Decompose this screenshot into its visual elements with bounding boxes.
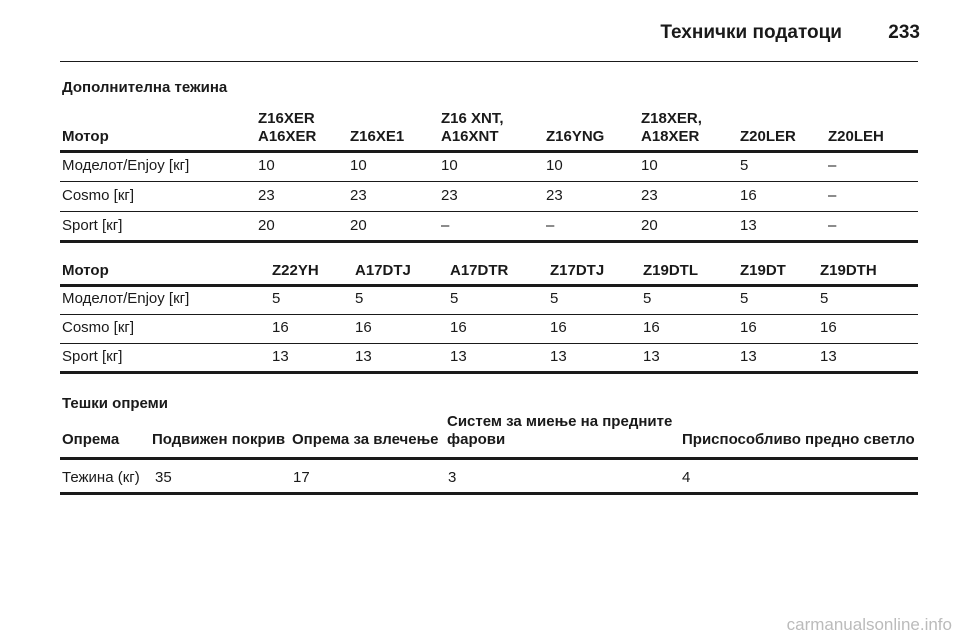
cell: 16: [550, 319, 567, 336]
column-header: Z16 XNT,: [441, 110, 504, 127]
cell: 5: [355, 290, 364, 307]
table-rule: [60, 492, 918, 495]
column-header: Систем за миење на предните: [447, 413, 673, 430]
cell: –: [546, 217, 555, 234]
column-header: Приспособливо предно светло: [682, 431, 915, 448]
cell: –: [828, 217, 837, 234]
row-label: Тежина (кг): [62, 469, 140, 486]
page-number: 233: [888, 22, 920, 43]
row-label: Моделот/Enjoy [кг]: [62, 290, 190, 307]
table-rule: [60, 457, 918, 460]
cell: 10: [546, 157, 563, 174]
cell: 13: [272, 348, 289, 365]
table-rule: [60, 284, 918, 287]
watermark: carmanualsonline.info: [786, 615, 952, 634]
cell: 13: [643, 348, 660, 365]
section-title: Тешки опреми: [62, 395, 169, 412]
cell: 16: [272, 319, 289, 336]
column-header: Опрема: [62, 431, 120, 448]
table-rule: [60, 371, 918, 374]
cell: 13: [740, 348, 757, 365]
cell: 3: [448, 469, 457, 486]
cell: 10: [641, 157, 658, 174]
cell: –: [441, 217, 450, 234]
cell: 5: [643, 290, 652, 307]
cell: 13: [355, 348, 372, 365]
cell: 16: [740, 319, 757, 336]
column-header: Z16YNG: [546, 128, 605, 145]
cell: –: [828, 187, 837, 204]
cell: 16: [820, 319, 837, 336]
cell: 13: [740, 217, 757, 234]
cell: 5: [450, 290, 459, 307]
cell: 16: [450, 319, 467, 336]
cell: 10: [441, 157, 458, 174]
header-rule: [60, 61, 918, 62]
row-label: Sport [кг]: [62, 217, 123, 234]
column-header: A16XNT: [441, 128, 499, 145]
cell: 17: [293, 469, 310, 486]
cell: 4: [682, 469, 691, 486]
column-header: Z19DTH: [820, 262, 877, 279]
column-header: A16XER: [258, 128, 317, 145]
cell: 23: [441, 187, 458, 204]
column-header: A18XER: [641, 128, 700, 145]
cell: 20: [641, 217, 658, 234]
cell: 5: [550, 290, 559, 307]
row-label: Cosmo [кг]: [62, 187, 135, 204]
row-label: Cosmo [кг]: [62, 319, 135, 336]
cell: 23: [350, 187, 367, 204]
cell: 5: [820, 290, 829, 307]
row-label: Sport [кг]: [62, 348, 123, 365]
cell: 20: [258, 217, 275, 234]
column-header: Мотор: [62, 128, 109, 145]
cell: –: [828, 157, 837, 174]
cell: 5: [740, 290, 749, 307]
table-rule: [60, 181, 918, 182]
table-rule: [60, 240, 918, 243]
column-header: Z16XE1: [350, 128, 405, 145]
column-header: Z17DTJ: [550, 262, 605, 279]
table-rule: [60, 150, 918, 153]
cell: 23: [258, 187, 275, 204]
cell: 13: [820, 348, 837, 365]
cell: 23: [641, 187, 658, 204]
column-header: фарови: [447, 431, 506, 448]
column-header: Z16XER: [258, 110, 315, 127]
cell: 23: [546, 187, 563, 204]
column-header: Z20LER: [740, 128, 796, 145]
table-rule: [60, 343, 918, 344]
cell: 35: [155, 469, 172, 486]
column-header: Z18XER,: [641, 110, 702, 127]
column-header: A17DTR: [450, 262, 509, 279]
column-header: Z19DT: [740, 262, 786, 279]
header-title: Технички податоци: [660, 22, 842, 43]
cell: 5: [272, 290, 281, 307]
row-label: Моделот/Enjoy [кг]: [62, 157, 190, 174]
cell: 20: [350, 217, 367, 234]
column-header: Опрема за влечење: [292, 431, 439, 448]
column-header: Z22YH: [272, 262, 319, 279]
column-header: Z20LEH: [828, 128, 884, 145]
cell: 13: [550, 348, 567, 365]
column-header: Z19DTL: [643, 262, 699, 279]
table-rule: [60, 314, 918, 315]
cell: 13: [450, 348, 467, 365]
cell: 10: [258, 157, 275, 174]
column-header: A17DTJ: [355, 262, 411, 279]
column-header: Мотор: [62, 262, 109, 279]
cell: 16: [643, 319, 660, 336]
cell: 5: [740, 157, 749, 174]
column-header: Подвижен покрив: [152, 431, 286, 448]
cell: 16: [740, 187, 757, 204]
cell: 16: [355, 319, 372, 336]
cell: 10: [350, 157, 367, 174]
section-title: Дополнителна тежина: [62, 79, 228, 96]
table-rule: [60, 211, 918, 212]
